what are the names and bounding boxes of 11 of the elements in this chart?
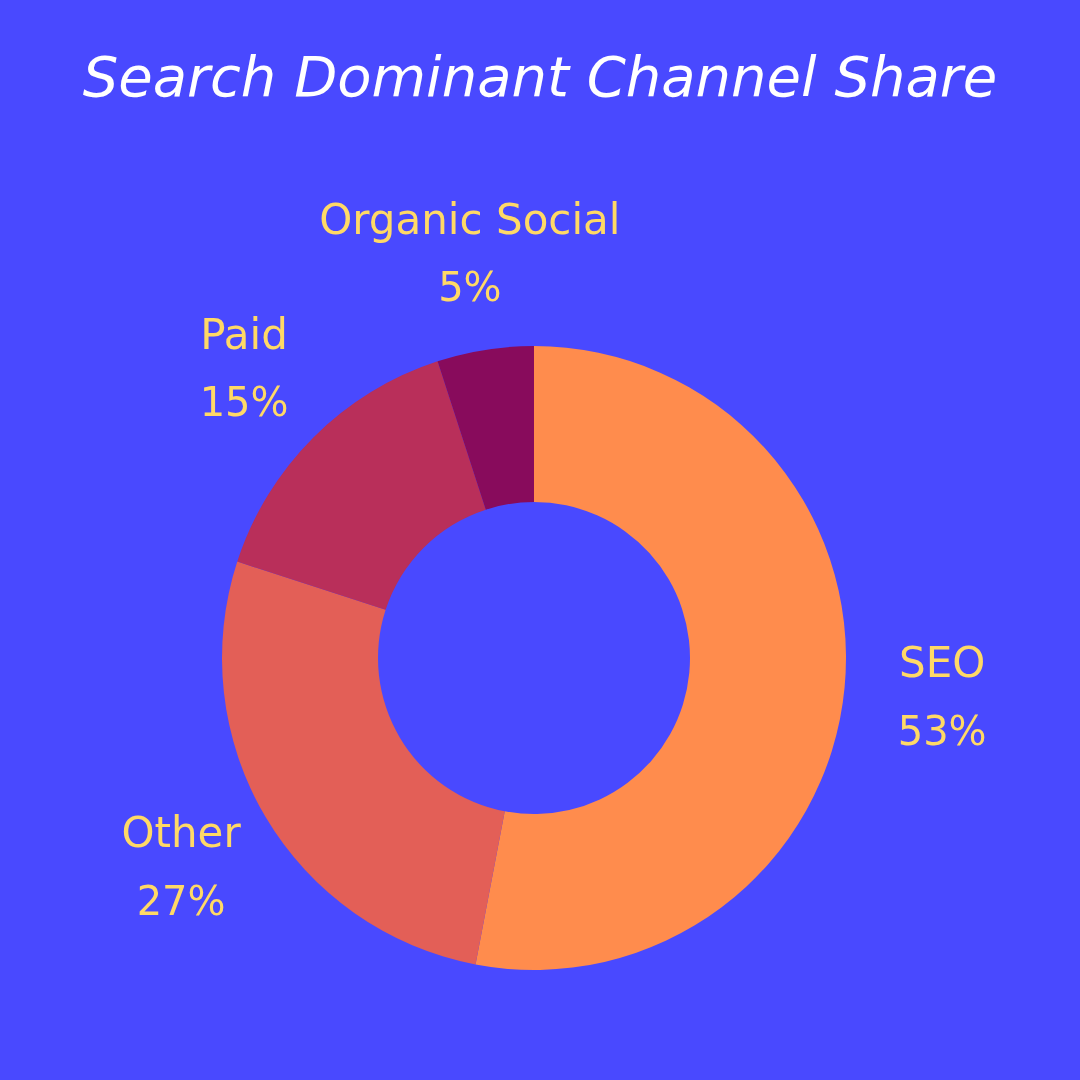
data-label: 27% — [136, 877, 226, 924]
data-label: 15% — [199, 379, 289, 426]
chart-title: Search Dominant Channel Share — [82, 43, 998, 109]
data-label: 53% — [897, 707, 987, 754]
slice-label: Paid — [200, 309, 288, 359]
slice-label: SEO — [899, 638, 986, 688]
donut-slice — [437, 346, 534, 510]
slice-label: Other — [121, 808, 242, 858]
slice-label: Organic Social — [319, 194, 621, 244]
donut-slice — [475, 346, 846, 970]
data-label: 5% — [438, 264, 502, 311]
